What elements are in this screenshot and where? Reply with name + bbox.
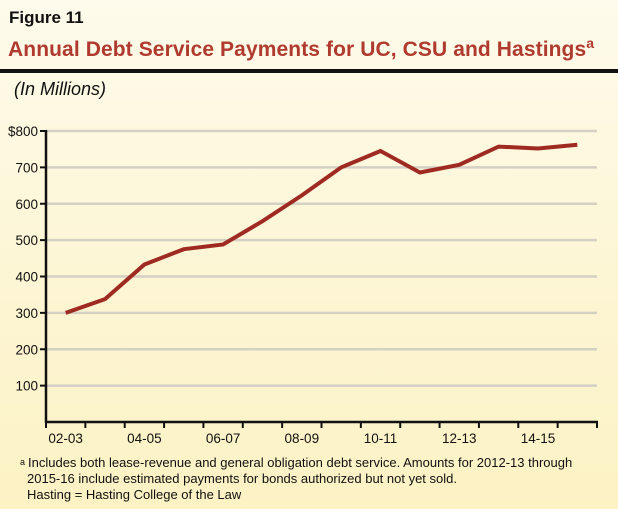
x-axis-ticks: 02-03 04-05 06-07 08-09 10-11 12-13 14-15 [45,422,598,446]
series-line [65,142,578,315]
chart-title-text: Annual Debt Service Payments for UC, CSU… [8,38,587,61]
footnote-line-2: 2015-16 include estimated payments for b… [27,471,457,486]
y-tick-label: 200 [15,342,38,357]
figure-label: Figure 11 [9,8,84,27]
footnote-marker: a [20,457,26,467]
title-rule [0,69,618,73]
y-tick-label: 700 [15,160,38,175]
x-tick-label: 04-05 [127,431,162,446]
y-tick-label: 500 [15,233,38,248]
y-tick-label: $800 [8,124,38,139]
x-tick-label: 02-03 [48,431,83,446]
y-tick-label: 400 [15,270,38,285]
footnote-text-1: Includes both lease-revenue and general … [28,455,573,470]
y-tick-label: 300 [15,306,38,321]
chart-subtitle: (In Millions) [14,79,107,99]
chart-title: Annual Debt Service Payments for UC, CSU… [8,35,595,62]
footnote-line-1: a Includes both lease-revenue and general… [20,455,610,471]
x-tick-label: 14-15 [521,431,556,446]
y-tick-label: 100 [15,379,38,394]
x-tick-label: 08-09 [285,431,320,446]
gridlines [46,129,597,387]
x-tick-label: 12-13 [442,431,477,446]
footnote-line-3: Hasting = Hasting College of the Law [27,487,242,502]
title-footnote-marker: a [586,35,595,51]
x-tick-label: 10-11 [364,431,398,446]
y-tick-label: 600 [15,197,38,212]
footnote: a Includes both lease-revenue and general… [20,455,610,503]
x-tick-label: 06-07 [206,431,241,446]
y-axis-ticks: 100 200 300 400 500 600 700 $800 [8,124,46,394]
